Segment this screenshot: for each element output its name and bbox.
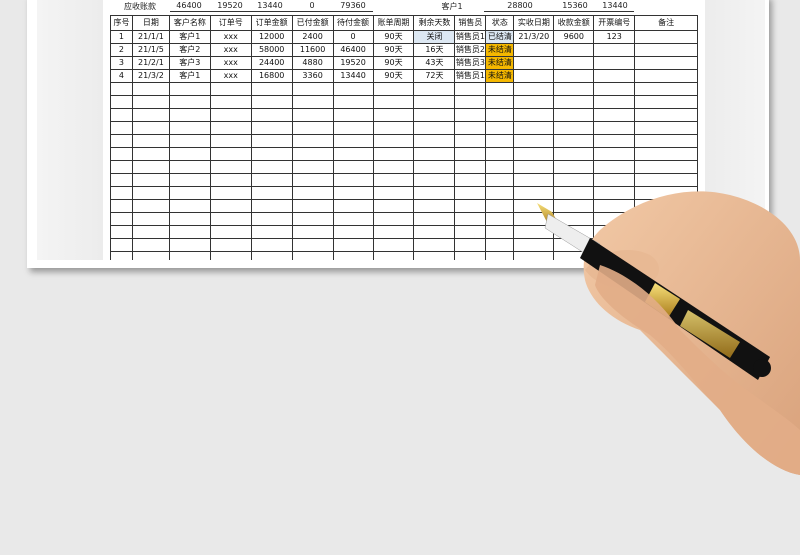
table-cell[interactable] xyxy=(485,251,515,260)
summary-underline xyxy=(170,11,373,12)
summary-value: 46400 xyxy=(176,1,202,10)
status-badge[interactable]: 未结清 xyxy=(485,69,515,83)
table-cell[interactable] xyxy=(168,251,211,260)
table-cell[interactable] xyxy=(454,251,487,260)
summary-underline xyxy=(484,11,634,12)
empty-row xyxy=(110,251,698,260)
summary-customer-value: 13440 xyxy=(602,1,628,10)
header-row: 序号 日期 客户名称 订单号 订单金额 已付金额 待付金额 账单周期 剩余天数 销售员 状态 实收日期… xyxy=(110,15,698,31)
receivables-table: 序号 日期 客户名称 订单号 订单金额 已付金额 待付金额 账单周期 剩余天数 销售员 状态 实收日期… xyxy=(110,15,698,260)
table-cell[interactable]: 客户1 xyxy=(168,69,211,83)
empty-row xyxy=(110,134,698,148)
column-header[interactable]: 状态 xyxy=(485,15,515,31)
table-row: 1 21/1/1 客户1 xxx 12000 2400 0 90天 关闭 销售员1 已结清 21/3/… xyxy=(110,30,698,44)
fountain-pen-icon xyxy=(537,203,771,380)
table-row: 3 21/2/1 客户3 xxx 24400 4880 19520 90天 43天 销售员3 未结清 xyxy=(110,56,698,70)
empty-row xyxy=(110,121,698,135)
summary-value: 79360 xyxy=(340,1,366,10)
summary-value: 13440 xyxy=(257,1,283,10)
summary-customer: 客户1 xyxy=(441,2,463,11)
empty-row xyxy=(110,186,698,200)
status-badge[interactable]: 未结清 xyxy=(485,43,515,57)
summary-value: 19520 xyxy=(217,1,243,10)
table-row: 4 21/3/2 客户1 xxx 16800 3360 13440 90天 72天 销售员1 未结清 xyxy=(110,69,698,83)
summary-value: 0 xyxy=(309,1,315,10)
table-cell[interactable] xyxy=(332,251,374,260)
summary-label: 应收账款 xyxy=(124,2,156,11)
table-row: 2 21/1/5 客户2 xxx 58000 11600 46400 90天 16天 销售员2 未结… xyxy=(110,43,698,57)
left-margin-panel xyxy=(37,0,103,260)
summary-customer-value: 15360 xyxy=(562,1,588,10)
summary-customer-value: 28800 xyxy=(507,1,533,10)
empty-row xyxy=(110,160,698,174)
